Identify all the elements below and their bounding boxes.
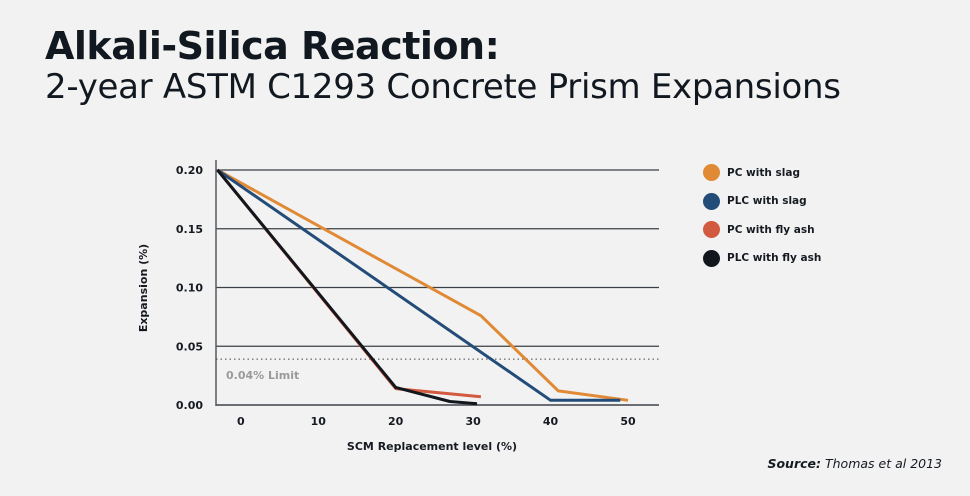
limit-label: 0.04% Limit (226, 369, 299, 382)
x-tick-label: 30 (465, 415, 481, 428)
legend-swatch-icon (703, 249, 720, 267)
y-axis-ticks: 0.00 0.05 0.10 0.15 0.20 (176, 164, 203, 412)
legend-swatch-icon (703, 192, 720, 210)
x-tick-label: 20 (388, 415, 404, 428)
y-tick-label: 0.15 (176, 223, 203, 236)
x-axis-label: SCM Replacement level (%) (347, 440, 517, 453)
series-lines (216, 168, 629, 406)
legend-swatch-icon (703, 164, 720, 181)
x-axis-ticks: 0 10 20 30 40 50 (237, 415, 636, 428)
series-line-plc-with-fly-ash (216, 169, 478, 406)
x-tick-label: 40 (543, 415, 559, 428)
series-line-plc-with-slag (216, 168, 621, 402)
x-tick-label: 10 (311, 415, 327, 428)
y-tick-label: 0.05 (176, 340, 203, 353)
y-tick-label: 0.20 (176, 164, 203, 177)
gridlines (216, 169, 659, 406)
source-label: Source: (767, 456, 822, 471)
legend-label: PC with slag (727, 166, 800, 179)
source-text: Thomas et al 2013 (821, 456, 942, 471)
legend-item: PLC with fly ash (703, 249, 821, 268)
y-tick-label: 0.00 (176, 399, 203, 412)
legend-item: PC with fly ash (703, 220, 821, 239)
legend: PC with slag PLC with slag PC with fly ash… (703, 163, 821, 277)
source-note: Source: Thomas et al 2013 (767, 456, 942, 471)
legend-label: PLC with fly ash (727, 252, 822, 264)
legend-item: PLC with slag (703, 192, 821, 211)
series-line-pc-with-fly-ash (216, 169, 482, 399)
legend-label: PLC with slag (727, 195, 807, 207)
x-tick-label: 0 (237, 415, 245, 428)
legend-swatch-icon (703, 221, 720, 238)
x-tick-label: 50 (620, 415, 636, 428)
chart-subtitle: 2-year ASTM C1293 Concrete Prism Expansi… (45, 67, 841, 107)
legend-item: PC with slag (703, 163, 821, 182)
chart-title: Alkali-Silica Reaction: (45, 24, 500, 68)
y-axis-label: Expansion (%) (137, 244, 150, 332)
legend-label: PC with fly ash (727, 223, 815, 236)
series-line-pc-with-slag (216, 168, 629, 402)
y-tick-label: 0.10 (176, 282, 203, 295)
